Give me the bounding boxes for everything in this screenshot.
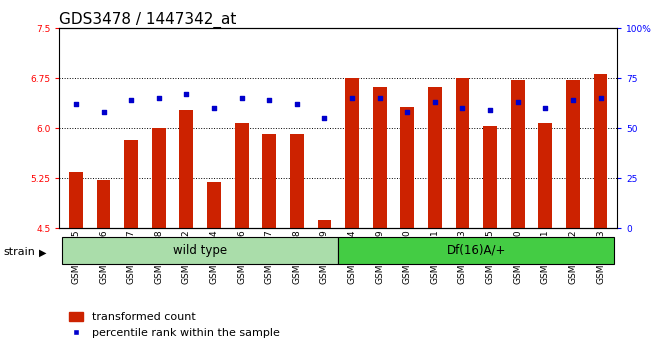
Bar	[152, 128, 166, 228]
Point	[402, 109, 412, 115]
Text: Df(16)A/+: Df(16)A/+	[447, 244, 506, 257]
Point	[595, 96, 606, 101]
Bar	[483, 126, 497, 228]
Bar	[96, 180, 110, 228]
Bar	[207, 182, 221, 228]
Bar	[235, 123, 249, 228]
Bar	[62, 237, 338, 264]
Bar	[338, 237, 614, 264]
Point	[319, 115, 330, 121]
Bar	[401, 107, 414, 228]
Bar	[539, 123, 552, 228]
Point	[374, 96, 385, 101]
Bar	[566, 80, 580, 228]
Point	[430, 99, 440, 105]
Bar	[262, 134, 276, 228]
Point	[98, 109, 109, 115]
Bar	[345, 78, 359, 228]
Bar	[180, 110, 193, 228]
Bar	[428, 87, 442, 228]
Point	[71, 102, 81, 107]
Point	[346, 96, 357, 101]
Bar	[317, 220, 331, 228]
Point	[568, 97, 578, 103]
Text: wild type: wild type	[173, 244, 227, 257]
Point	[154, 96, 164, 101]
Point	[512, 99, 523, 105]
Bar	[373, 87, 387, 228]
Bar	[124, 140, 138, 228]
Point	[292, 102, 302, 107]
Point	[236, 96, 247, 101]
Bar	[455, 78, 469, 228]
Text: ▶: ▶	[39, 247, 47, 257]
Text: strain: strain	[3, 247, 35, 257]
Bar	[290, 134, 304, 228]
Point	[181, 91, 191, 97]
Bar	[593, 74, 607, 228]
Bar	[69, 172, 83, 228]
Bar	[511, 80, 525, 228]
Legend: transformed count, percentile rank within the sample: transformed count, percentile rank withi…	[65, 308, 284, 342]
Point	[126, 97, 137, 103]
Point	[540, 105, 550, 111]
Point	[209, 105, 219, 111]
Point	[264, 97, 275, 103]
Point	[457, 105, 468, 111]
Point	[485, 108, 496, 113]
Text: GDS3478 / 1447342_at: GDS3478 / 1447342_at	[59, 12, 237, 28]
